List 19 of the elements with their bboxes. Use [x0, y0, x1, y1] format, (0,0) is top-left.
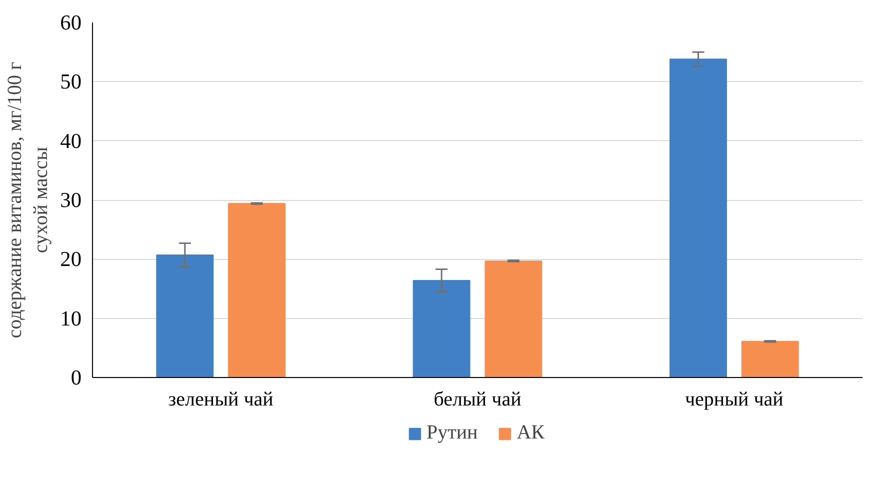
bar: [412, 280, 470, 378]
legend-label: АК: [516, 422, 545, 444]
bar: [484, 260, 542, 378]
y-tick-label: 0: [70, 366, 82, 390]
y-axis-title: содержание витаминов, мг/100 г сухой массы: [4, 62, 52, 338]
bar: [156, 254, 214, 378]
bar: [670, 58, 727, 378]
y-tick-label: 60: [60, 10, 82, 34]
bar: [741, 340, 799, 378]
y-tick-label: 20: [60, 247, 82, 272]
y-tick-label: 10: [60, 306, 82, 330]
y-tick-label: 40: [60, 128, 82, 153]
y-tick-label: 30: [60, 188, 82, 212]
x-tick-label: белый чай: [434, 388, 522, 410]
x-tick-label: зеленый чай: [168, 388, 274, 410]
legend-label: Рутин: [426, 422, 478, 444]
x-tick-label: черный чай: [684, 388, 784, 410]
y-tick-label: 50: [60, 70, 82, 94]
bar: [228, 203, 286, 378]
